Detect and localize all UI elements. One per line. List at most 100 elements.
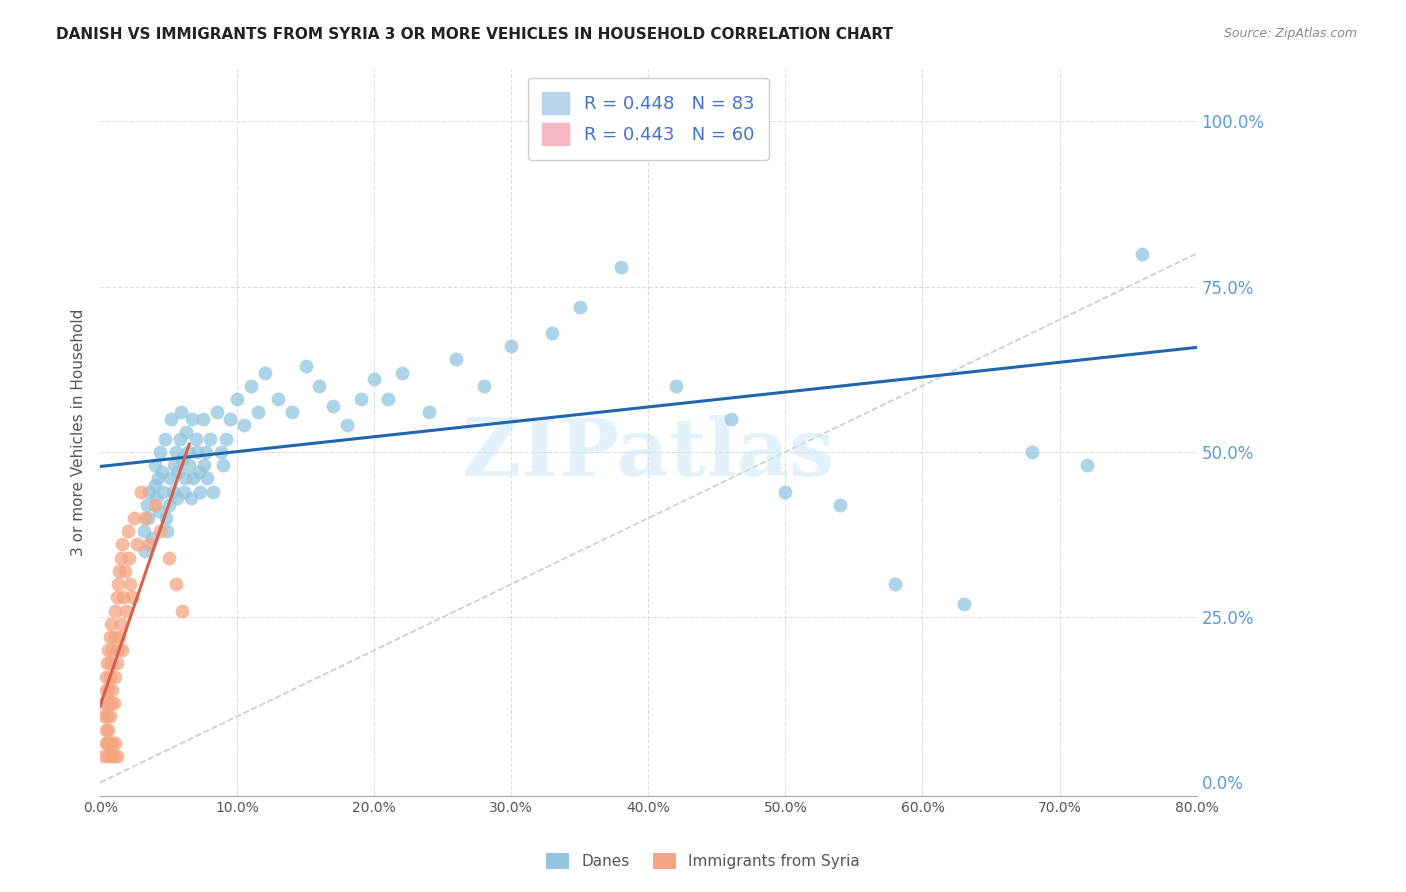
Point [103, 696, 125, 710]
Point [108, 630, 131, 644]
Point [363, 372, 385, 386]
Point [134, 544, 156, 558]
Point [108, 564, 131, 578]
Point [174, 471, 197, 485]
Point [775, 484, 797, 499]
Point [149, 524, 172, 539]
Point [98, 709, 121, 723]
Point [96, 736, 118, 750]
Point [246, 405, 269, 419]
Point [96, 709, 118, 723]
Point [118, 550, 141, 565]
Point [172, 451, 194, 466]
Point [127, 537, 149, 551]
Point [219, 412, 242, 426]
Point [153, 432, 176, 446]
Point [129, 484, 152, 499]
Point [308, 379, 330, 393]
Point [101, 682, 124, 697]
Point [184, 432, 207, 446]
Point [472, 379, 495, 393]
Point [96, 696, 118, 710]
Point [111, 537, 134, 551]
Point [176, 425, 198, 439]
Point [209, 445, 232, 459]
Point [110, 550, 132, 565]
Point [1021, 445, 1043, 459]
Point [100, 657, 122, 671]
Point [93, 749, 115, 764]
Point [107, 577, 129, 591]
Point [186, 445, 208, 459]
Point [132, 524, 155, 539]
Point [1130, 246, 1153, 260]
Point [94, 723, 117, 737]
Point [104, 736, 127, 750]
Point [135, 498, 157, 512]
Point [134, 511, 156, 525]
Point [112, 591, 135, 605]
Point [138, 484, 160, 499]
Point [665, 379, 688, 393]
Text: Source: ZipAtlas.com: Source: ZipAtlas.com [1223, 27, 1357, 40]
Point [183, 471, 205, 485]
Point [120, 577, 142, 591]
Point [105, 749, 128, 764]
Point [173, 484, 195, 499]
Point [349, 392, 371, 406]
Point [94, 670, 117, 684]
Point [167, 465, 190, 479]
Point [205, 405, 228, 419]
Point [155, 511, 177, 525]
Point [111, 643, 134, 657]
Point [97, 749, 120, 764]
Point [114, 564, 136, 578]
Point [294, 359, 316, 373]
Point [157, 550, 180, 565]
Legend: Danes, Immigrants from Syria: Danes, Immigrants from Syria [540, 847, 866, 875]
Point [143, 478, 166, 492]
Point [110, 616, 132, 631]
Text: DANISH VS IMMIGRANTS FROM SYRIA 3 OR MORE VEHICLES IN HOUSEHOLD CORRELATION CHAR: DANISH VS IMMIGRANTS FROM SYRIA 3 OR MOR… [56, 27, 893, 42]
Y-axis label: 3 or more Vehicles in Household: 3 or more Vehicles in Household [72, 309, 86, 556]
Point [94, 682, 117, 697]
Point [446, 352, 468, 367]
Point [94, 736, 117, 750]
Point [98, 736, 121, 750]
Point [97, 682, 120, 697]
Point [720, 412, 742, 426]
Point [160, 412, 183, 426]
Point [180, 491, 202, 506]
Point [104, 670, 127, 684]
Point [138, 537, 160, 551]
Point [136, 511, 159, 525]
Point [152, 484, 174, 499]
Point [105, 657, 128, 671]
Point [610, 260, 633, 274]
Point [172, 604, 194, 618]
Point [148, 504, 170, 518]
Point [541, 326, 564, 340]
Text: ZIPatlas: ZIPatlas [463, 415, 835, 493]
Point [281, 405, 304, 419]
Point [226, 392, 249, 406]
Point [170, 405, 193, 419]
Point [198, 432, 221, 446]
Point [101, 643, 124, 657]
Point [100, 696, 122, 710]
Point [93, 696, 115, 710]
Point [162, 484, 184, 499]
Point [884, 577, 907, 591]
Point [103, 630, 125, 644]
Point [193, 458, 215, 472]
Point [143, 458, 166, 472]
Point [239, 379, 262, 393]
Point [105, 591, 128, 605]
Point [165, 445, 187, 459]
Point [336, 418, 359, 433]
Point [115, 604, 138, 618]
Point [145, 491, 167, 506]
Point [159, 471, 181, 485]
Point [97, 643, 120, 657]
Point [101, 736, 124, 750]
